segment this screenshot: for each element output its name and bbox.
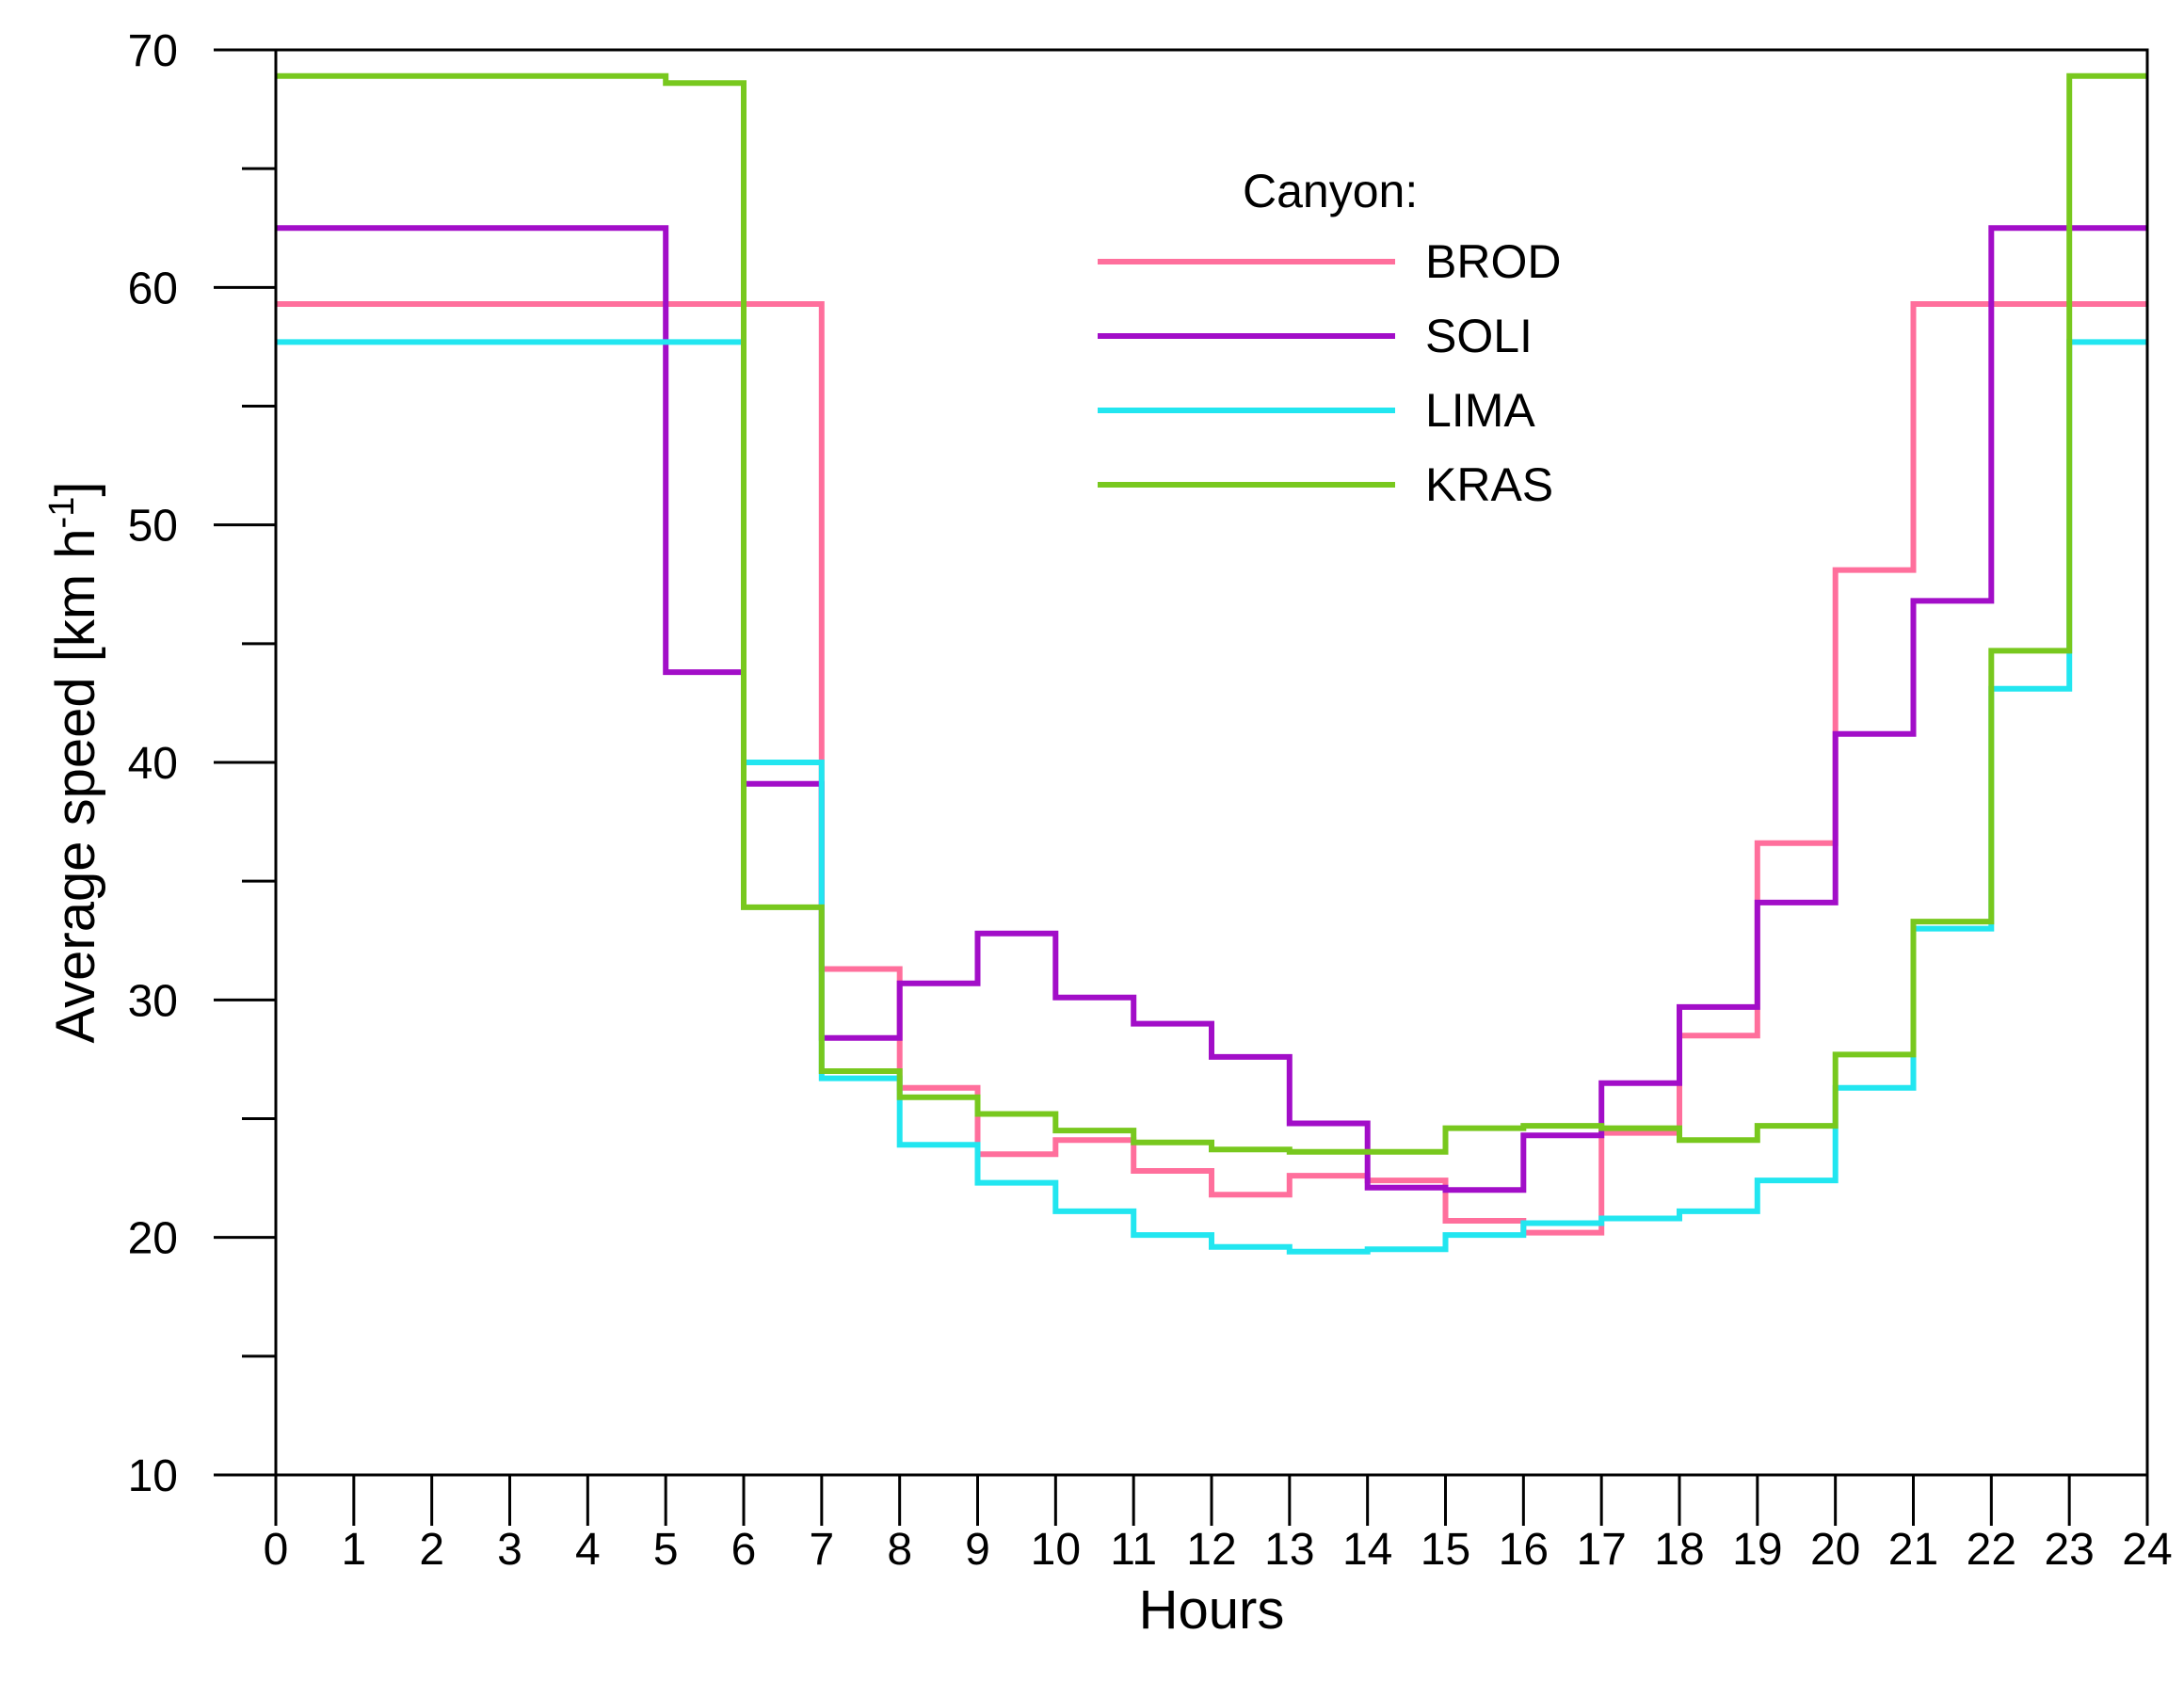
x-tick-label: 17 xyxy=(1576,1525,1626,1575)
x-tick-label: 11 xyxy=(1110,1525,1157,1575)
y-tick-label: 10 xyxy=(128,1451,178,1501)
y-axis-title-sup: -1 xyxy=(42,497,82,529)
x-tick-label: 4 xyxy=(575,1525,601,1575)
y-axis-title-main: Average speed [km h xyxy=(45,528,106,1043)
x-tick-label: 19 xyxy=(1732,1525,1782,1575)
x-tick-label: 9 xyxy=(965,1525,990,1575)
x-tick-label: 20 xyxy=(1810,1525,1860,1575)
plot-frame xyxy=(274,48,2149,1477)
legend-label-brod: BROD xyxy=(1425,235,1561,288)
x-tick-label: 22 xyxy=(1967,1525,2016,1575)
x-tick-label: 21 xyxy=(1888,1525,1938,1575)
x-tick-label: 14 xyxy=(1342,1525,1392,1575)
y-tick-label: 30 xyxy=(128,976,178,1026)
y-tick-label: 50 xyxy=(128,502,178,552)
x-axis-title: Hours xyxy=(1139,1579,1285,1641)
x-tick-label: 7 xyxy=(809,1525,834,1575)
y-axis-title-close: ] xyxy=(45,482,106,497)
x-tick-label: 10 xyxy=(1031,1525,1081,1575)
y-tick-label: 70 xyxy=(128,26,178,76)
y-tick-label: 40 xyxy=(128,739,178,789)
y-tick-label: 60 xyxy=(128,264,178,313)
series-line-kras xyxy=(276,72,2147,1155)
x-tick-label: 15 xyxy=(1421,1525,1470,1575)
y-axis-title: Average speed [km h-1] xyxy=(42,482,106,1044)
x-tick-label: 8 xyxy=(887,1525,912,1575)
y-tick-label: 20 xyxy=(128,1214,178,1264)
x-tick-label: 16 xyxy=(1499,1525,1549,1575)
series-line-brod xyxy=(276,301,2147,1236)
x-tick-labels: 0 1 2 3 4 5 6 7 8 9 10 11 12 13 14 15 16 17 18 19 20 21 22 23 24 xyxy=(264,1525,2173,1575)
x-tick-label: 6 xyxy=(731,1525,757,1575)
legend-label-soli: SOLI xyxy=(1425,310,1533,362)
legend-title: Canyon: xyxy=(1243,165,1418,217)
y-tick-labels: 10 20 30 40 50 60 70 xyxy=(128,26,178,1501)
x-tick-label: 18 xyxy=(1654,1525,1704,1575)
series-lines xyxy=(276,72,2147,1255)
legend-label-lima: LIMA xyxy=(1425,384,1535,437)
x-tick-label: 1 xyxy=(341,1525,366,1575)
x-tick-label: 12 xyxy=(1186,1525,1236,1575)
legend-label-kras: KRAS xyxy=(1425,458,1553,511)
x-tick-label: 5 xyxy=(653,1525,679,1575)
axis-ticks xyxy=(214,48,2149,1526)
legend: Canyon: BROD SOLI LIMA KRAS xyxy=(1098,165,1561,511)
x-tick-label: 3 xyxy=(497,1525,522,1575)
x-tick-label: 24 xyxy=(2122,1525,2172,1575)
x-tick-label: 23 xyxy=(2044,1525,2094,1575)
series-line-lima xyxy=(276,339,2147,1255)
x-tick-label: 2 xyxy=(419,1525,444,1575)
x-tick-label: 13 xyxy=(1264,1525,1314,1575)
series-line-soli xyxy=(276,225,2147,1193)
x-tick-label: 0 xyxy=(264,1525,289,1575)
